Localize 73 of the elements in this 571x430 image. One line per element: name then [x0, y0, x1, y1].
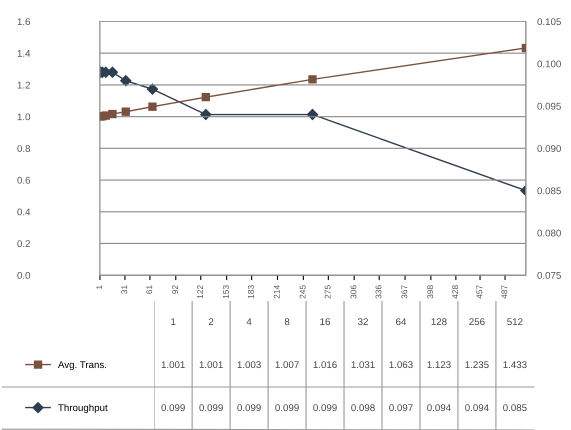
category-label: 4	[246, 318, 252, 326]
y-tick-label: 0.8	[17, 145, 30, 152]
y-tick-label: 1.0	[18, 113, 30, 120]
y-tick-label: 0.0	[17, 272, 30, 279]
point	[108, 110, 117, 118]
data-label: 1.433	[503, 361, 527, 368]
data-label: 1.001	[162, 361, 185, 368]
x-tick-label: 487	[501, 285, 508, 299]
y2-tick-label: 0.105	[537, 18, 561, 26]
x-tick-label: 122	[197, 285, 203, 298]
x-tick-label: 457	[476, 285, 482, 299]
x-tick-label: 92	[172, 285, 178, 294]
x-tick-label: 31	[121, 285, 128, 294]
x-tick-label: 367	[401, 285, 408, 299]
data-label: 0.085	[503, 404, 527, 412]
category-label: 2	[208, 318, 214, 326]
category-label: 256	[469, 318, 485, 326]
point	[120, 75, 132, 86]
y-tick-label: 1.2	[18, 82, 30, 88]
y2-tick-label: 0.095	[537, 102, 561, 110]
y2-tick-label: 0.075	[537, 272, 561, 279]
category-label: 16	[320, 318, 330, 326]
point	[148, 102, 157, 111]
x-tick-label: 275	[324, 285, 331, 298]
data-label: 1.001	[200, 361, 223, 368]
category-label: 512	[507, 318, 523, 326]
x-tick-label: 183	[248, 285, 254, 298]
data-label: 1.016	[314, 361, 337, 368]
x-tick-label: 245	[300, 285, 306, 298]
y-tick-label: 0.2	[17, 240, 30, 248]
category-label: 128	[432, 318, 447, 326]
point	[122, 108, 130, 116]
y2-tick-label: 0.080	[537, 230, 561, 237]
x-tick-label: 306	[350, 285, 356, 299]
data-label: 1.123	[428, 361, 451, 368]
data-label: 1.063	[390, 361, 413, 368]
data-label: 1.235	[466, 361, 489, 368]
data-label: 0.099	[161, 404, 185, 412]
data-label: 0.098	[351, 404, 375, 412]
point	[202, 92, 210, 102]
x-tick-label: 153	[222, 285, 229, 298]
y2-tick-label: 0.085	[537, 187, 561, 194]
x-tick-label: 61	[146, 285, 152, 294]
y-tick-label: 1.6	[18, 18, 30, 26]
category-label: 8	[284, 318, 290, 326]
y-tick-label: 0.6	[17, 176, 30, 184]
data-label: 0.097	[389, 404, 413, 412]
point	[200, 108, 212, 120]
point	[146, 84, 158, 95]
y2-tick-label: 0.090	[537, 145, 561, 152]
data-label: 1.003	[238, 361, 261, 368]
data-label: 1.007	[276, 361, 299, 368]
x-tick-label: 214	[274, 285, 280, 298]
y-tick-label: 0.4	[17, 208, 30, 216]
x-tick-label: 1	[96, 285, 102, 289]
category-label: 1	[171, 318, 176, 326]
category-label: 32	[358, 318, 368, 326]
point	[308, 75, 317, 84]
data-label: 0.099	[237, 404, 261, 412]
data-label: 0.099	[275, 404, 299, 412]
data-label: 0.099	[313, 404, 337, 412]
data-label: 0.094	[427, 404, 451, 412]
data-label: 0.099	[199, 404, 223, 412]
legend-label: Throughput	[58, 404, 108, 414]
data-label: 0.094	[465, 404, 489, 412]
legend-label: Avg. Trans.	[58, 361, 106, 370]
category-label: 64	[396, 318, 406, 326]
x-tick-label: 428	[452, 285, 458, 299]
x-tick-label: 398	[427, 285, 434, 299]
y-tick-label: 1.4	[18, 50, 30, 57]
x-tick-label: 336	[376, 285, 382, 299]
y2-tick-label: 0.100	[537, 60, 561, 68]
data-label: 1.031	[352, 361, 375, 368]
